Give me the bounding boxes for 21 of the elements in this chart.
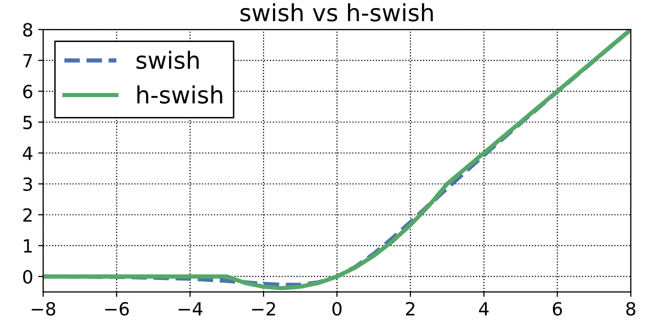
- y-tick-label: 6: [23, 84, 32, 98]
- y-tick-label: 7: [23, 54, 32, 68]
- x-tick-label: 6: [552, 302, 562, 316]
- x-tick-label: 4: [479, 302, 489, 316]
- x-tick-label: −4: [178, 302, 202, 316]
- x-tick-label: 2: [406, 302, 414, 316]
- x-tick-label: 8: [626, 302, 636, 316]
- chart-title: swish vs h-swish: [240, 3, 433, 22]
- y-tick-label: 3: [23, 177, 32, 191]
- legend-label: h-swish: [137, 85, 222, 104]
- x-tick-label: −6: [105, 302, 129, 316]
- y-tick-label: 0: [23, 270, 32, 284]
- y-tick-label: 5: [23, 116, 32, 130]
- x-tick-label: −8: [32, 302, 56, 316]
- x-tick-label: −2: [252, 302, 276, 316]
- y-tick-label: 1: [24, 239, 32, 252]
- y-tick-label: 2: [23, 208, 32, 222]
- x-tick-label: 0: [332, 302, 342, 316]
- y-tick-label: 8: [23, 22, 32, 37]
- y-tick-label: 4: [22, 146, 32, 160]
- legend-label: swish: [136, 50, 199, 70]
